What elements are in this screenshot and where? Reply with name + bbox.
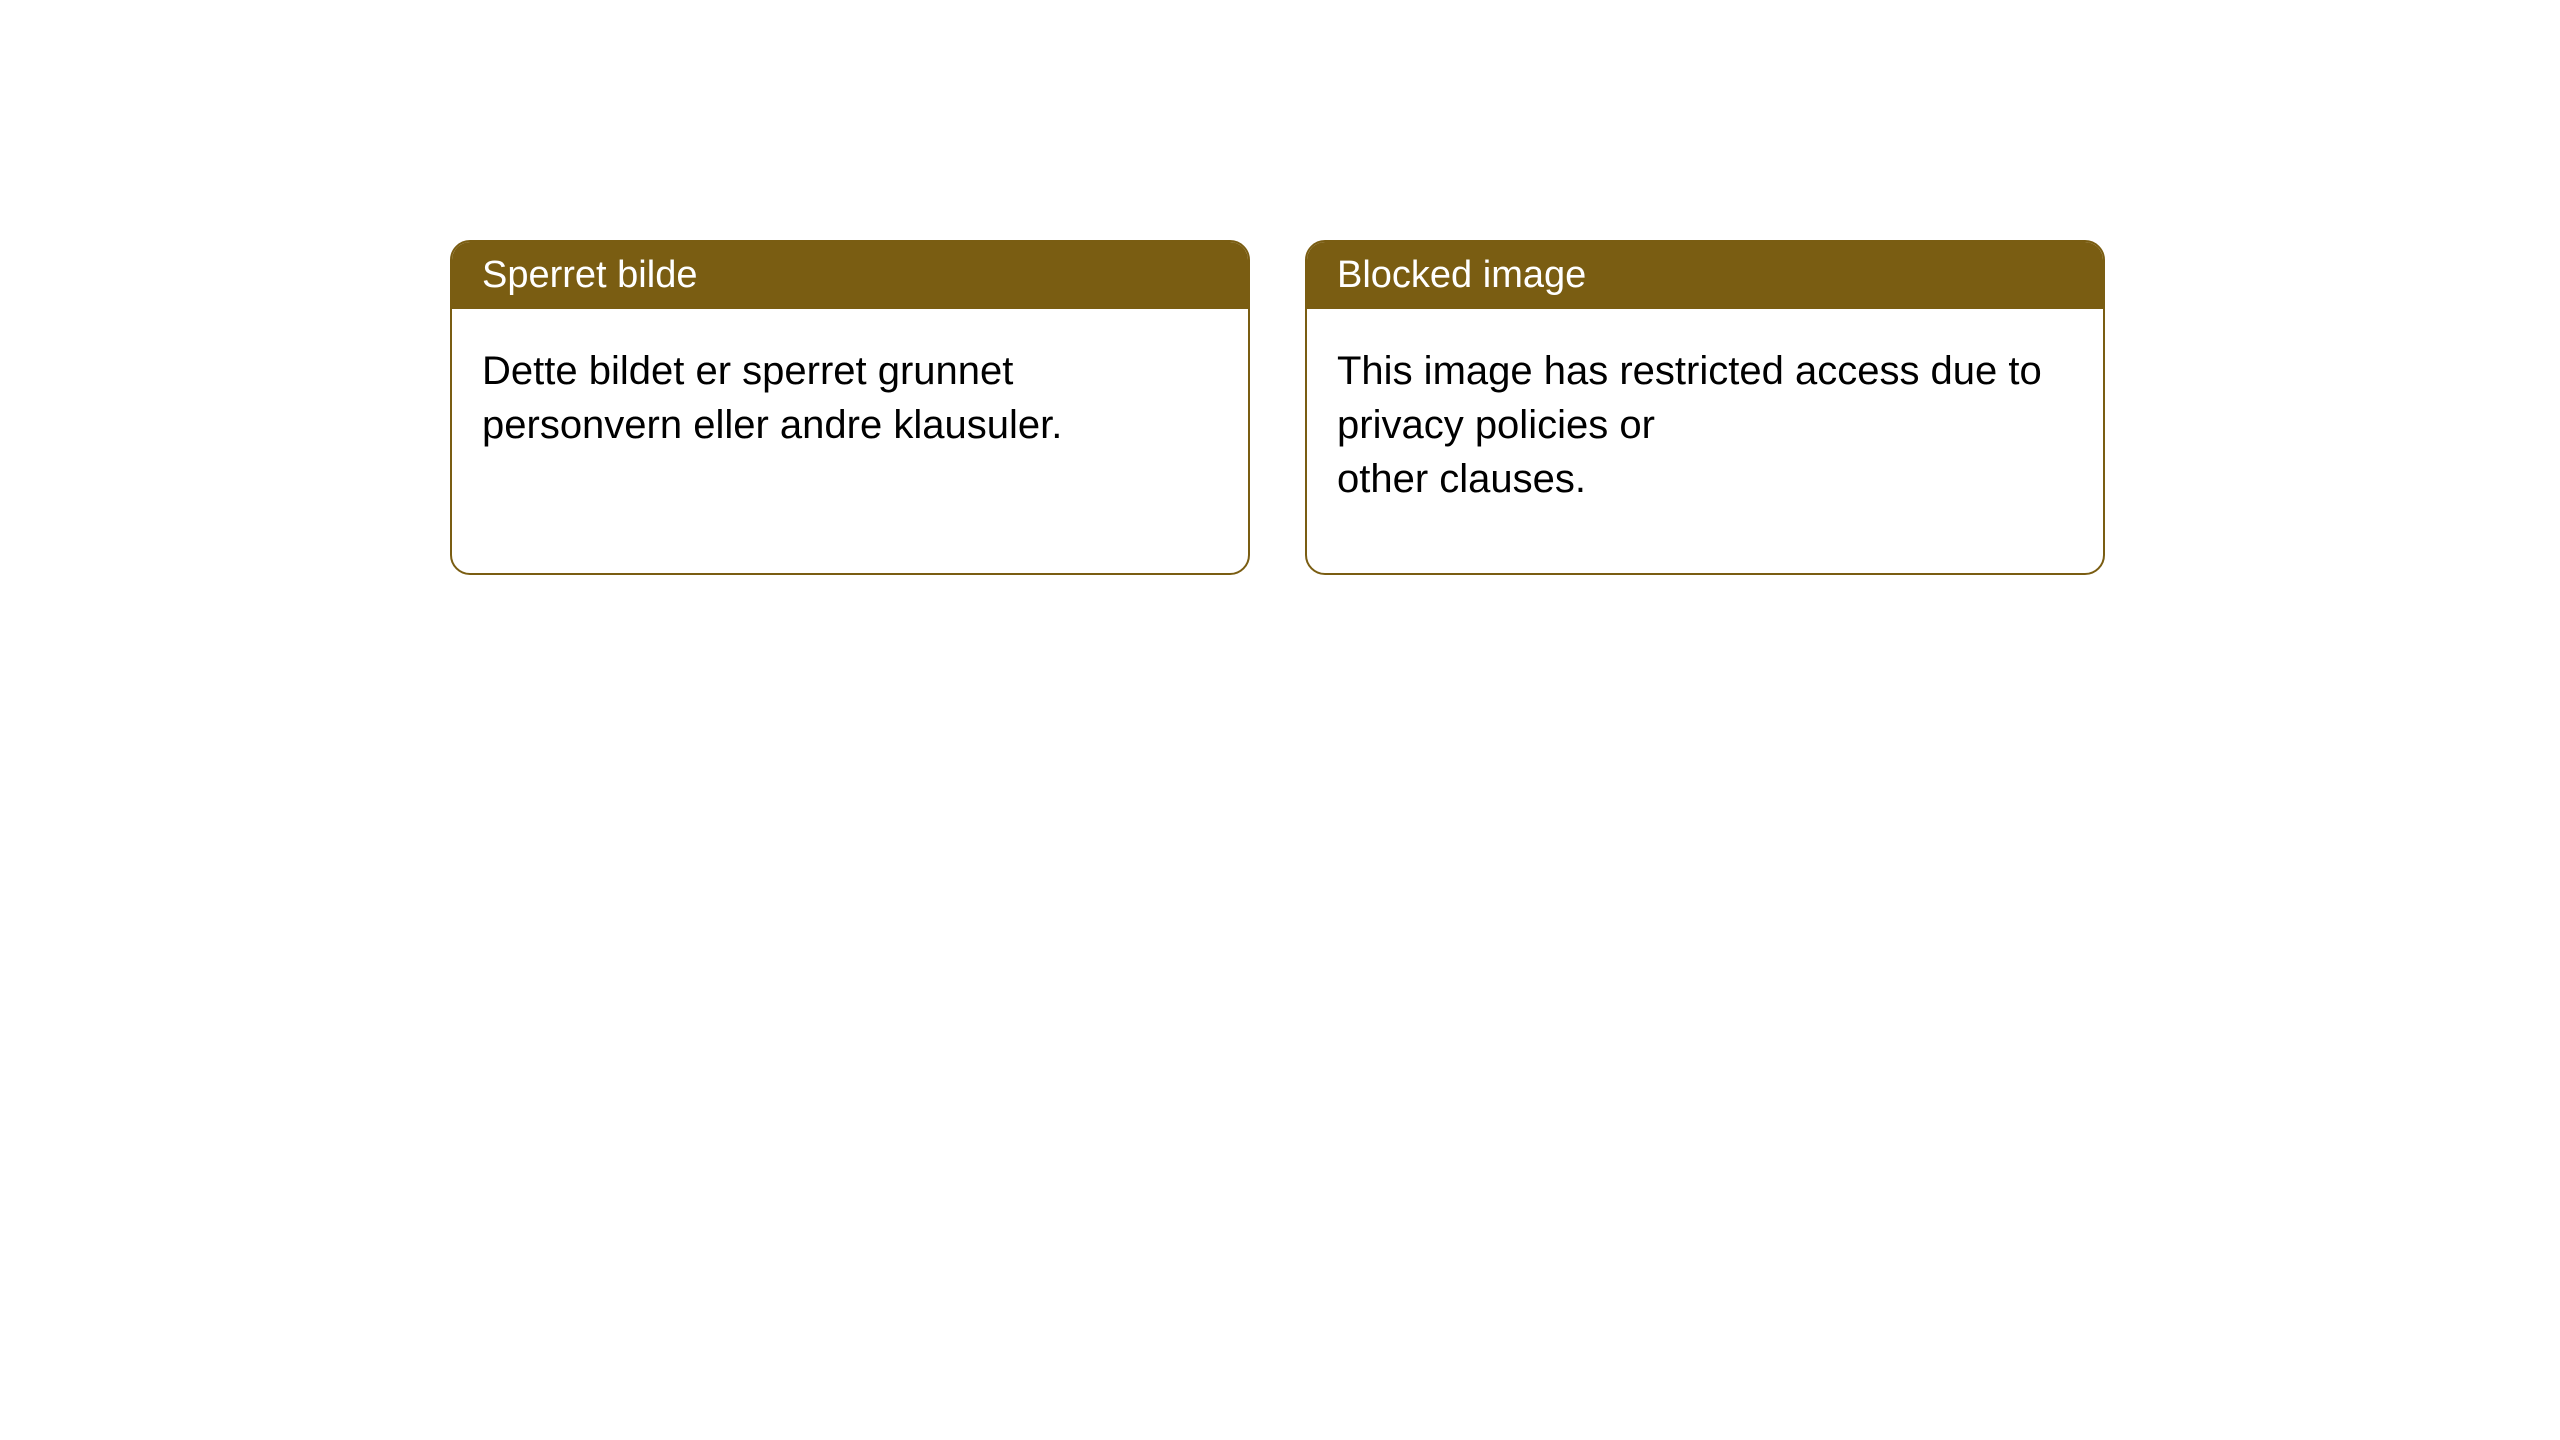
notice-card-english: Blocked image This image has restricted … bbox=[1305, 240, 2105, 575]
card-body-english: This image has restricted access due to … bbox=[1307, 309, 2103, 541]
card-body-norwegian: Dette bildet er sperret grunnet personve… bbox=[452, 309, 1248, 487]
card-header-english: Blocked image bbox=[1307, 242, 2103, 309]
notice-cards-container: Sperret bilde Dette bildet er sperret gr… bbox=[0, 0, 2560, 575]
notice-card-norwegian: Sperret bilde Dette bildet er sperret gr… bbox=[450, 240, 1250, 575]
card-header-norwegian: Sperret bilde bbox=[452, 242, 1248, 309]
